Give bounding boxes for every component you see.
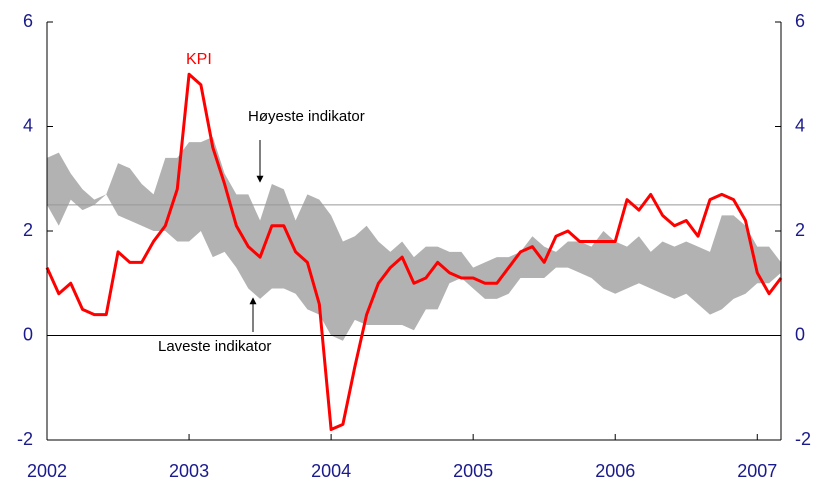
x-tick-label: 2003 bbox=[169, 461, 209, 481]
x-tick-label: 2007 bbox=[737, 461, 777, 481]
plot-area: -2 0 2 4 6 -2 0 2 4 6 2002 2003 2004 2005 2006 2007 bbox=[17, 11, 811, 481]
y-tick-label: 6 bbox=[23, 11, 33, 31]
series-label: KPI bbox=[186, 51, 212, 68]
band-upper-label: Høyeste indikator bbox=[248, 108, 365, 125]
band-lower-label: Laveste indikator bbox=[158, 338, 271, 355]
y-tick-label: 2 bbox=[23, 220, 33, 240]
y2-tick-label: 0 bbox=[795, 324, 805, 344]
y-tick-label: -2 bbox=[17, 429, 33, 449]
y2-tick-label: -2 bbox=[795, 429, 811, 449]
y-tick-label: 0 bbox=[23, 324, 33, 344]
y-tick-label: 4 bbox=[23, 115, 33, 135]
series-line bbox=[45, 72, 783, 432]
y2-tick-label: 6 bbox=[795, 11, 805, 31]
x-tick-label: 2004 bbox=[311, 461, 351, 481]
x-tick-label: 2005 bbox=[453, 461, 493, 481]
y2-tick-label: 2 bbox=[795, 220, 805, 240]
y2-tick-label: 4 bbox=[795, 115, 805, 135]
indicator-band bbox=[47, 136, 781, 341]
x-tick-label: 2002 bbox=[27, 461, 67, 481]
x-tick-label: 2006 bbox=[595, 461, 635, 481]
